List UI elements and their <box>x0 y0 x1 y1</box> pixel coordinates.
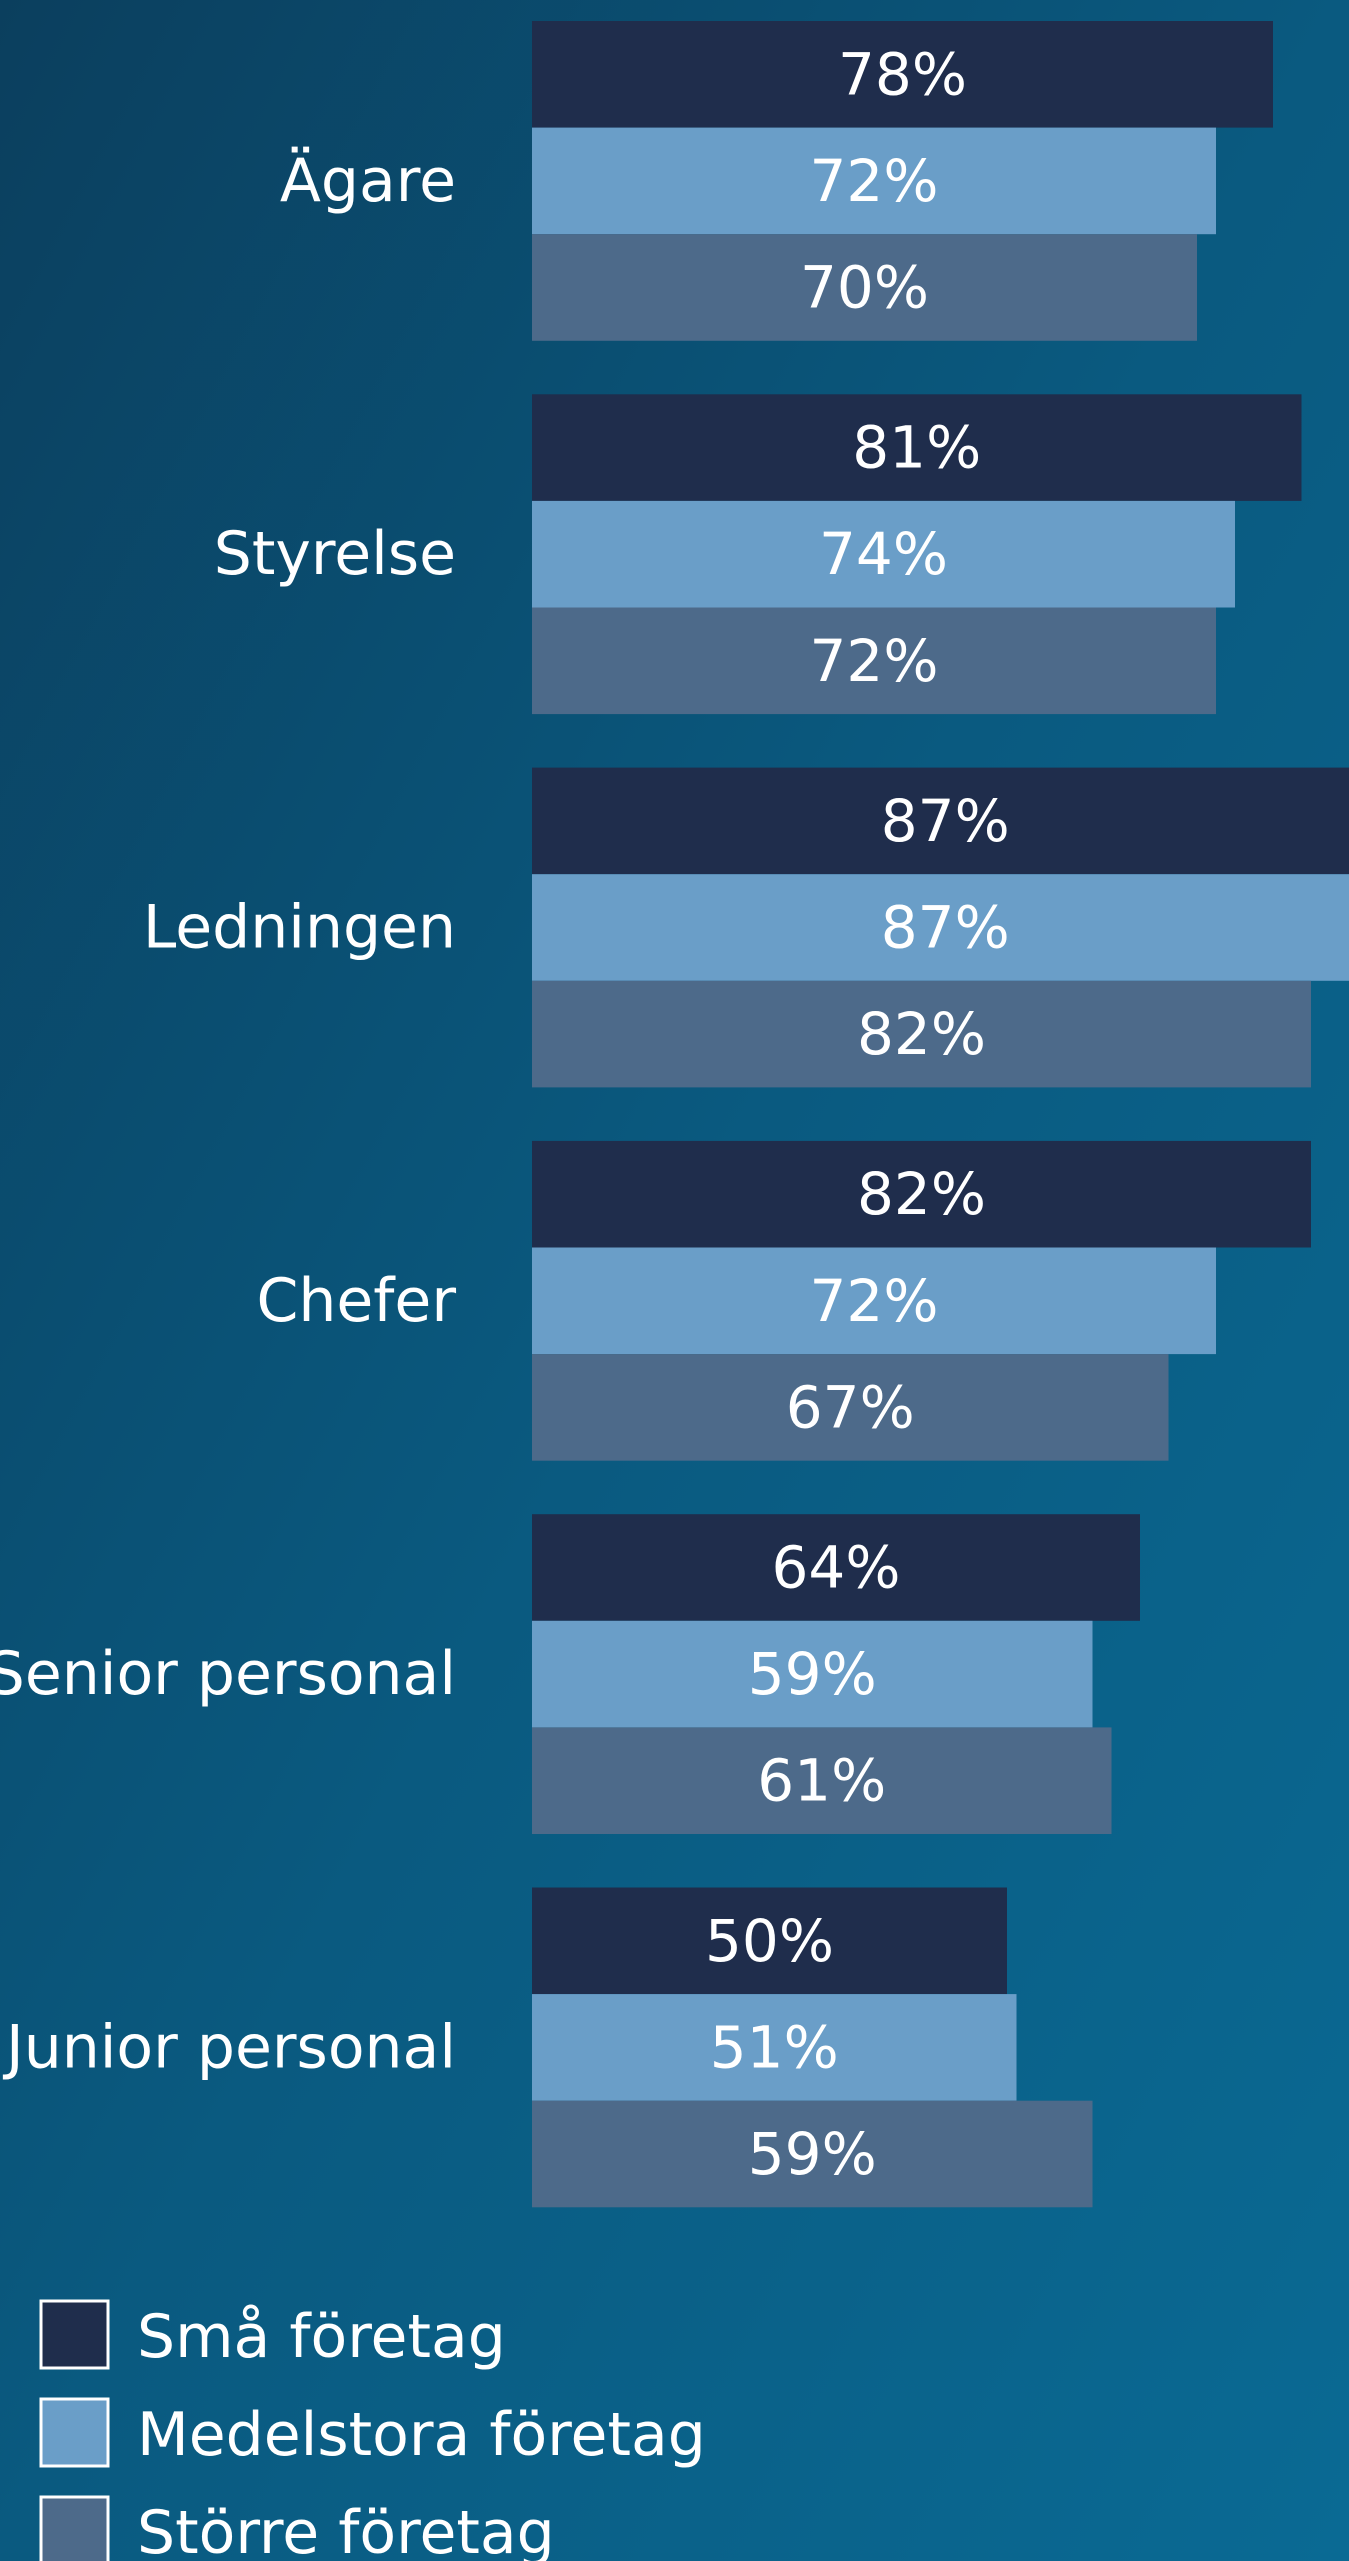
data-label: 74% <box>819 520 948 588</box>
legend-swatch <box>39 2299 110 2370</box>
data-label: 51% <box>710 2013 839 2081</box>
bar <box>532 874 1349 981</box>
category-label: Senior personal <box>0 1639 456 1709</box>
legend-swatch <box>39 2397 110 2468</box>
bar <box>532 2100 1093 2208</box>
category-label: Junior personal <box>2 2012 456 2082</box>
category-label: Ägare <box>280 145 456 216</box>
legend-swatch <box>39 2495 110 2561</box>
bar <box>532 1247 1216 1355</box>
data-label: 87% <box>881 787 1010 855</box>
bar <box>532 607 1216 715</box>
bar <box>532 394 1302 501</box>
data-label: 82% <box>857 1160 986 1228</box>
data-label: 59% <box>748 2120 877 2188</box>
data-label: 61% <box>757 1747 886 1815</box>
bar <box>532 767 1349 875</box>
legend-label: Medelstora företag <box>137 2400 706 2470</box>
legend-label: Större företag <box>137 2498 555 2561</box>
category-label: Ledningen <box>143 893 456 963</box>
data-label: 81% <box>852 414 981 482</box>
bar <box>532 500 1235 608</box>
data-label: 64% <box>772 1534 901 1602</box>
data-label: 50% <box>705 1907 834 1975</box>
bar <box>532 234 1197 341</box>
bar <box>532 1727 1112 1834</box>
data-label: 82% <box>857 1000 986 1068</box>
data-label: 72% <box>810 1267 939 1335</box>
data-label: 87% <box>881 894 1010 962</box>
category-label: Styrelse <box>214 519 456 589</box>
bar <box>532 1994 1017 2101</box>
data-label: 72% <box>810 147 939 215</box>
data-label: 59% <box>748 1640 877 1708</box>
bar <box>532 1140 1311 1248</box>
bar <box>532 980 1311 1088</box>
bar <box>532 1514 1140 1621</box>
bar <box>532 127 1216 235</box>
category-label: Chefer <box>256 1266 456 1336</box>
bar <box>532 21 1273 128</box>
legend-label: Små företag <box>137 2302 506 2372</box>
bar <box>532 1887 1007 1995</box>
data-label: 70% <box>800 254 929 322</box>
data-label: 78% <box>838 40 967 108</box>
data-label: 72% <box>810 627 939 695</box>
data-label: 67% <box>786 1373 915 1441</box>
bar <box>532 1620 1093 1728</box>
bar <box>532 1354 1169 1461</box>
